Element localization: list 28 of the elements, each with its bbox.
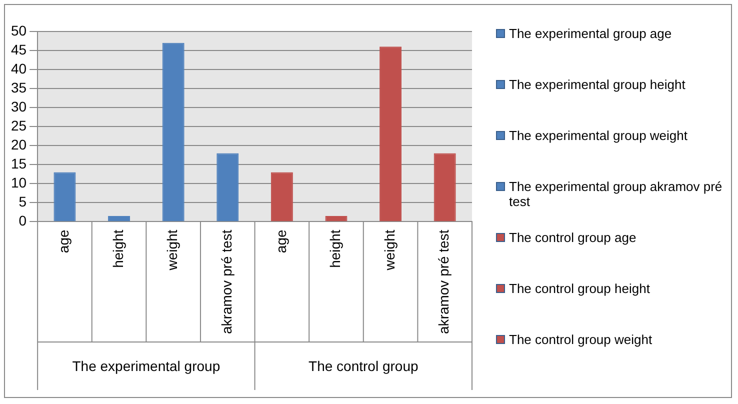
y-tick-label: 20	[10, 136, 27, 152]
x-tick-label: akramov pré test	[218, 230, 234, 334]
text: The control group	[308, 358, 418, 374]
y-tick-label: 35	[10, 79, 27, 96]
x-tick-label: height	[327, 230, 344, 268]
x-tick-label: weight	[381, 230, 398, 272]
text: The experimental group	[72, 358, 220, 374]
x-tick-label: age	[272, 230, 289, 254]
legend-label: The control group age	[509, 230, 636, 245]
y-tick-label: 40	[10, 60, 27, 76]
y-tick-label: 10	[10, 174, 27, 191]
legend-label: The experimental group height	[509, 77, 686, 92]
legend-label: The experimental group akramov pré test	[509, 179, 724, 209]
y-tick-label: 30	[10, 98, 27, 114]
y-tick-label: 0	[18, 212, 27, 229]
y-tick-label: 25	[10, 117, 27, 134]
legend-label: The control group weight	[509, 332, 652, 347]
legend-label: The experimental group weight	[509, 128, 688, 143]
y-tick-label: 50	[10, 22, 27, 38]
x-tick-label: age	[56, 230, 72, 254]
legend-label: The experimental group age	[509, 26, 672, 41]
legend-label: The control group height	[509, 281, 650, 296]
x-tick-label: height	[110, 230, 126, 268]
x-tick-label: weight	[164, 230, 180, 272]
y-tick-label: 45	[10, 41, 27, 58]
y-tick-label: 15	[10, 155, 27, 172]
y-tick-label: 5	[18, 194, 27, 210]
x-tick-label: akramov pré test	[436, 230, 452, 334]
